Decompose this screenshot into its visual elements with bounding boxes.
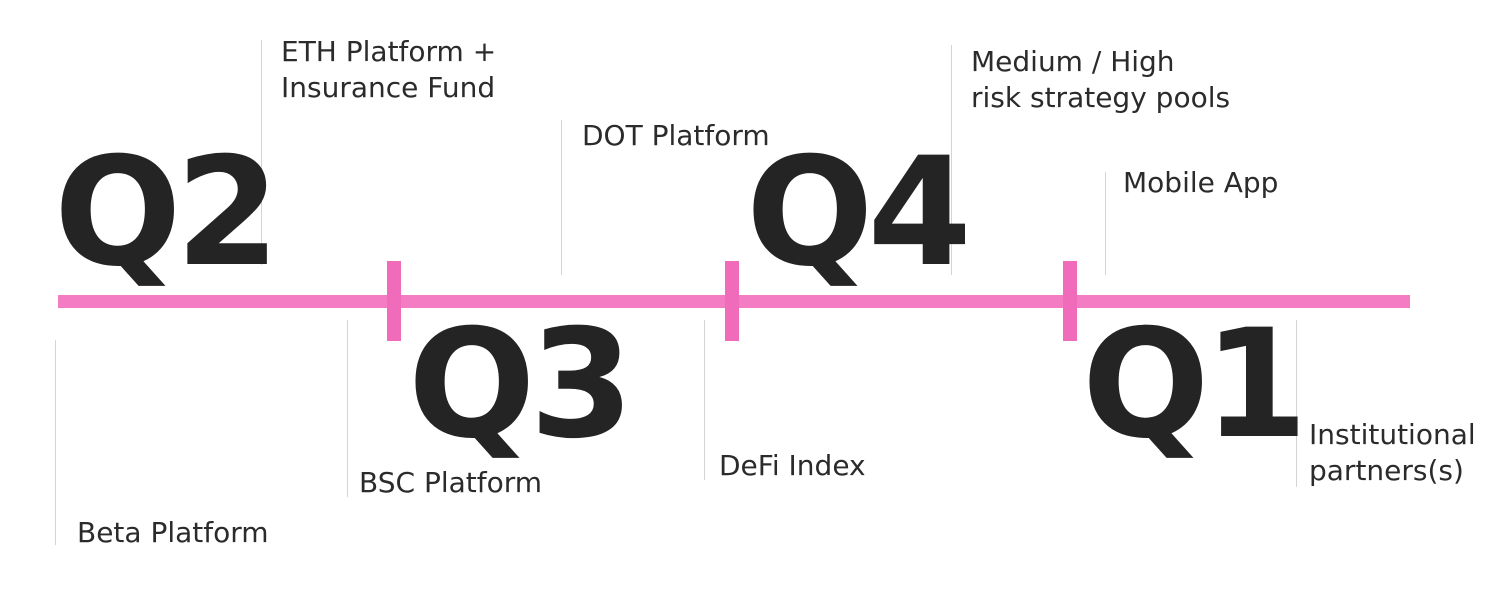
quarter-label-q2: Q2 bbox=[54, 126, 280, 300]
guide-line-mobile-app bbox=[1105, 172, 1106, 275]
guide-line-risk-pools bbox=[951, 45, 952, 275]
guide-line-defi-index bbox=[704, 320, 705, 480]
milestone-institutional-partners: Institutional partners(s) bbox=[1309, 418, 1476, 487]
guide-line-eth-platform bbox=[261, 40, 262, 265]
quarter-label-q3: Q3 bbox=[408, 298, 634, 472]
guide-line-institutional-partners bbox=[1296, 320, 1297, 487]
timeline-tick-q3 bbox=[387, 261, 401, 341]
quarter-label-q1: Q1 bbox=[1082, 298, 1308, 472]
guide-line-beta-platform bbox=[55, 340, 56, 545]
milestone-eth-platform-insurance-fund: ETH Platform + Insurance Fund bbox=[281, 35, 497, 104]
milestone-mobile-app: Mobile App bbox=[1123, 166, 1279, 199]
milestone-risk-strategy-pools: Medium / High risk strategy pools bbox=[971, 45, 1231, 114]
guide-line-bsc-platform bbox=[347, 320, 348, 497]
milestone-bsc-platform: BSC Platform bbox=[359, 466, 543, 499]
milestone-dot-platform: DOT Platform bbox=[582, 119, 770, 152]
guide-line-dot-platform bbox=[561, 120, 562, 275]
quarter-label-q4: Q4 bbox=[746, 126, 972, 300]
milestone-defi-index: DeFi Index bbox=[719, 449, 866, 482]
timeline-tick-q4 bbox=[725, 261, 739, 341]
timeline-tick-q1 bbox=[1063, 261, 1077, 341]
milestone-beta-platform: Beta Platform bbox=[77, 516, 269, 549]
